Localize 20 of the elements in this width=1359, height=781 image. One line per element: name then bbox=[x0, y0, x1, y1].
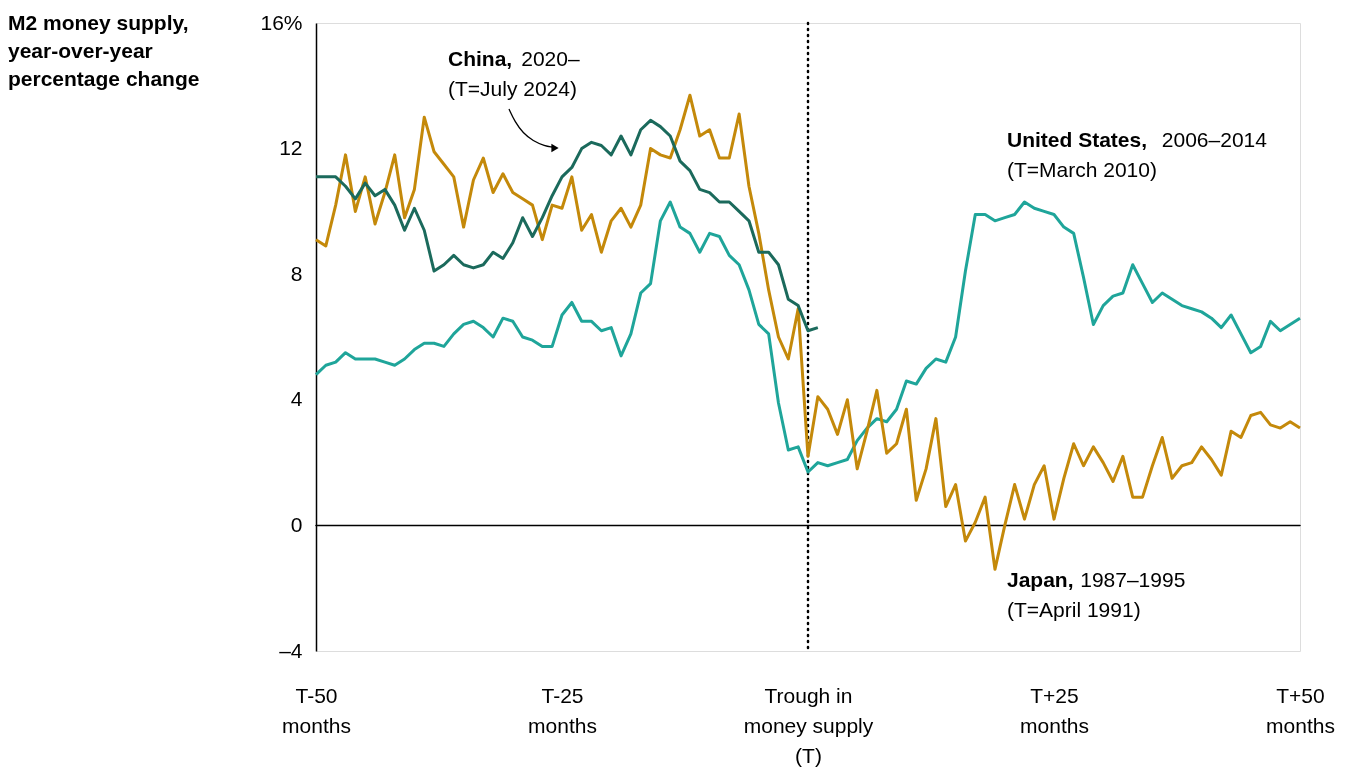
y-tick-label: 16% bbox=[260, 10, 303, 34]
annotation: China, 2020– bbox=[448, 47, 580, 70]
annotation: (T=July 2024) bbox=[448, 77, 577, 100]
annotation: (T=April 1991) bbox=[1007, 598, 1141, 621]
annotation: (T=March 2010) bbox=[1007, 158, 1157, 181]
y-tick-label: 8 bbox=[290, 261, 303, 285]
y-tick-label: 12 bbox=[279, 136, 303, 160]
y-tick-label: 0 bbox=[290, 512, 303, 536]
x-tick-label: T+50 months bbox=[1266, 683, 1335, 737]
annotation: Japan, 1987–1995 bbox=[1007, 568, 1186, 591]
x-tick-label: T+25 months bbox=[1020, 683, 1089, 737]
y-axis-title: M2 money supply, year-over-year percentage change bbox=[8, 11, 200, 90]
line-series bbox=[314, 118, 820, 333]
x-tick-label: Trough in money supply (T) bbox=[743, 683, 874, 767]
y-tick-label: –4 bbox=[279, 638, 303, 662]
annotation: United States, 2006–2014 bbox=[1007, 128, 1268, 151]
x-tick-label: T-25 months bbox=[528, 683, 597, 737]
y-tick-label: 4 bbox=[290, 387, 303, 411]
x-tick-label: T-50 months bbox=[282, 683, 351, 737]
line-series bbox=[314, 200, 1302, 474]
